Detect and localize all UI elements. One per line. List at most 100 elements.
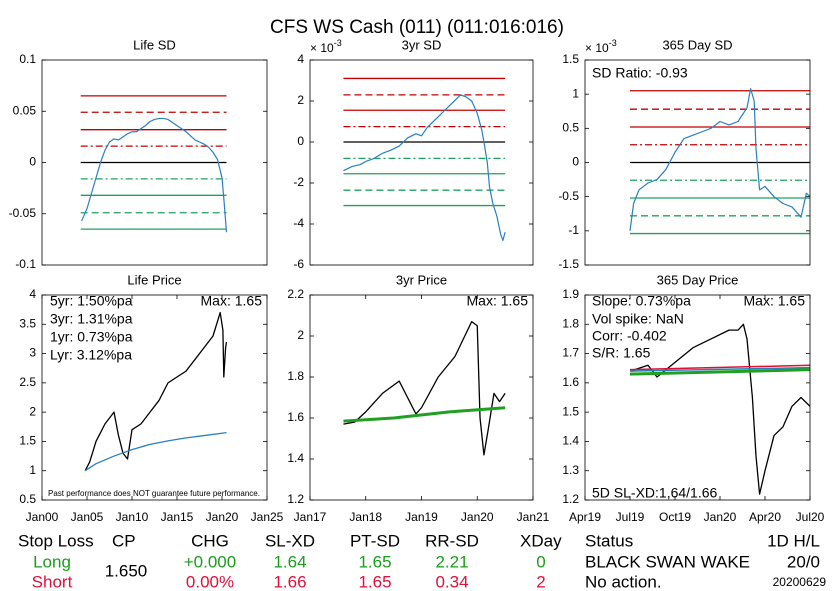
- y-tick-label: 1.5: [562, 404, 579, 418]
- y-tick-label: 1.2: [562, 492, 579, 506]
- table-header: SL-XD: [265, 531, 315, 550]
- y-tick-label: 1.3: [562, 463, 579, 477]
- y-tick-label: 0.05: [13, 103, 37, 117]
- x-tick-label: Oct19: [659, 510, 691, 524]
- table-cell: +0.000: [184, 552, 236, 571]
- axes: 3yr SD -6 -4 -2 0 2 4 × 10-3: [293, 37, 534, 271]
- multiplier-base: × 10: [585, 41, 609, 55]
- table-header: XDay: [520, 531, 562, 550]
- axes-box: [41, 59, 268, 266]
- axes-title: Life SD: [133, 37, 176, 52]
- y-tick-label: 3: [29, 346, 36, 360]
- y-tick-label: -4: [293, 216, 304, 230]
- x-tick-label: Jan18: [349, 510, 382, 524]
- axes-box: [41, 294, 268, 501]
- multiplier-exponent: -3: [334, 38, 342, 48]
- series-line: [81, 117, 228, 233]
- y-tick-label: 2: [29, 404, 36, 418]
- table-header: PT-SD: [350, 531, 400, 550]
- y-tick-label: -0.5: [558, 189, 579, 203]
- table-header: CP: [112, 531, 136, 550]
- multiplier-base: × 10: [310, 41, 334, 55]
- x-tick-label: Jan10: [116, 510, 149, 524]
- axes-box: [309, 294, 534, 501]
- axes-box: [584, 294, 811, 501]
- y-tick-label: 2: [297, 328, 304, 342]
- table-cell: 1.64: [273, 552, 306, 571]
- y-tick-label: 1: [29, 463, 36, 477]
- axes-title: 365 Day SD: [662, 37, 732, 52]
- x-tick-label: Jan19: [405, 510, 438, 524]
- y-tick-label: 4: [297, 52, 304, 66]
- multiplier-exponent: -3: [609, 38, 617, 48]
- axes-title: 3yr Price: [396, 272, 447, 287]
- x-tick-label: Jan05: [71, 510, 104, 524]
- y-tick-label: 1.7: [562, 346, 579, 360]
- table-cell: 20200629: [773, 575, 827, 589]
- table-cell: 2.21: [435, 552, 468, 571]
- annotation: Max: 1.65: [744, 293, 806, 309]
- y-tick-label: 0: [297, 134, 304, 148]
- x-tick-label: Jan17: [294, 510, 327, 524]
- x-tick-label: Jan20: [704, 510, 737, 524]
- y-tick-label: 2.5: [19, 375, 36, 389]
- y-tick-label: -6: [293, 257, 304, 271]
- axes-box: [584, 59, 811, 266]
- axis-multiplier: × 10-3: [585, 38, 617, 55]
- y-tick-label: 1.9: [562, 287, 579, 301]
- axes: Life Price 0.5 1 1.5 2 2.5 3 3.5 4 Jan00 Jan05 Jan1…: [19, 272, 283, 524]
- series-line: [84, 311, 228, 472]
- table-cell: BLACK SWAN WAKE: [585, 552, 750, 571]
- y-tick-label: -0.1: [15, 257, 36, 271]
- y-tick-label: 1.4: [562, 434, 579, 448]
- x-tick-label: Jan20: [461, 510, 494, 524]
- y-tick-label: 3.5: [19, 316, 36, 330]
- table-header: Status: [585, 531, 633, 550]
- y-tick-label: 1.4: [287, 451, 304, 465]
- x-tick-label: Jul20: [796, 510, 825, 524]
- series-line: [629, 323, 811, 495]
- annotation: Max: 1.65: [201, 293, 263, 309]
- y-tick-label: 1: [572, 86, 579, 100]
- plot-area: [585, 295, 810, 500]
- series-line: [629, 364, 811, 371]
- y-tick-label: 1.2: [287, 492, 304, 506]
- table-cell: 20/0: [787, 552, 820, 571]
- y-tick-label: 0: [572, 155, 579, 169]
- annotation: 3yr: 1.31%pa: [50, 311, 133, 327]
- axes: 365 Day Price 1.2 1.3 1.4 1.5 1.6 1.7 1.8 1.9 Apr…: [562, 272, 824, 524]
- series-line: [84, 431, 227, 472]
- table-cell: 1.65: [358, 572, 391, 591]
- y-tick-label: 1.5: [19, 434, 36, 448]
- table-cell: 0: [536, 552, 545, 571]
- y-tick-label: 1.5: [562, 52, 579, 66]
- annotation: Past performance does NOT guarantee futu…: [48, 489, 260, 498]
- annotation: SD Ratio: -0.93: [592, 65, 688, 81]
- plot-area: [310, 60, 533, 265]
- x-tick-label: Jan20: [206, 510, 239, 524]
- plot-area: [310, 295, 533, 500]
- annotation: Corr: -0.402: [592, 328, 667, 344]
- table-cell: 2: [536, 572, 545, 591]
- series-line: [629, 88, 811, 231]
- annotation: 5yr: 1.50%pa: [50, 293, 133, 309]
- axis-multiplier: × 10-3: [310, 38, 342, 55]
- y-tick-label: 0.5: [19, 492, 36, 506]
- x-tick-label: Jul19: [616, 510, 645, 524]
- x-tick-label: Jan00: [26, 510, 59, 524]
- annotation: Max: 1.65: [467, 293, 529, 309]
- x-tick-label: Jan21: [517, 510, 550, 524]
- series-line: [629, 368, 811, 376]
- annotation: S/R: 1.65: [592, 345, 651, 361]
- axes-title: 365 Day Price: [657, 272, 739, 287]
- axes: 3yr Price 1.2 1.4 1.6 1.8 2 2.2 Jan17 Jan18 Jan19…: [287, 272, 549, 524]
- annotation: Slope: 0.73%pa: [592, 293, 691, 309]
- annotation: Lyr: 3.12%pa: [50, 347, 132, 363]
- axes-title: 3yr SD: [402, 37, 442, 52]
- table-cell: 0.00%: [186, 572, 234, 591]
- table-header: 1D H/L: [767, 531, 820, 550]
- y-tick-label: 1.6: [287, 410, 304, 424]
- axes: 365 Day SD -1.5 -1 -0.5 0 0.5 1 1.5 × 10-3 SD Rat…: [558, 37, 811, 271]
- table-header: Stop Loss: [18, 531, 94, 550]
